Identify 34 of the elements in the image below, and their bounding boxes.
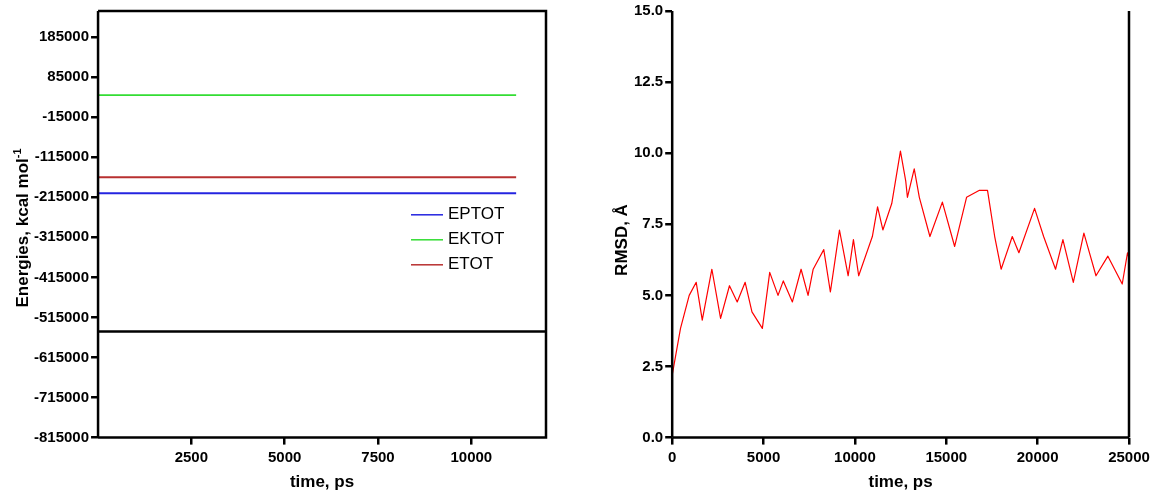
legend-label: ETOT <box>448 254 494 274</box>
y-tick-label: 185000 <box>38 27 90 45</box>
x-tick-label: 5000 <box>268 447 302 465</box>
y-tick-label: 12.5 <box>633 72 664 90</box>
x-tick-label: 7500 <box>361 447 395 465</box>
y-tick-label: -15000 <box>42 107 90 125</box>
y-tick-label: 85000 <box>47 67 90 85</box>
y-tick-label: -815000 <box>33 427 90 445</box>
y-axis-title: RMSD, Å <box>612 204 632 276</box>
y-tick-label: 2.5 <box>642 356 664 374</box>
y-tick-label: 15.0 <box>633 1 664 19</box>
x-tick-label: 2500 <box>174 447 209 465</box>
y-tick-label: -115000 <box>34 147 90 165</box>
y-tick-label: -515000 <box>33 307 90 325</box>
x-tick-label: 0 <box>668 447 677 465</box>
y-tick-label: -215000 <box>33 187 90 205</box>
x-tick-label: 25000 <box>1108 447 1150 465</box>
y-tick-label: -315000 <box>33 227 90 245</box>
x-tick-label: 10000 <box>450 447 493 465</box>
x-axis-title: time, ps <box>289 472 355 492</box>
legend-label: EPTOT <box>448 204 505 224</box>
y-tick-label: -715000 <box>33 387 90 405</box>
y-tick-label: 0.0 <box>642 427 664 445</box>
x-tick-label: 20000 <box>1016 447 1059 465</box>
x-tick-label: 10000 <box>834 447 876 465</box>
legend-label: EKTOT <box>448 229 505 249</box>
y-tick-label: -615000 <box>33 347 90 365</box>
x-axis-title: time, ps <box>868 472 933 492</box>
y-tick-label: 7.5 <box>642 214 664 232</box>
x-tick-label: 5000 <box>746 447 781 465</box>
y-tick-label: 10.0 <box>633 143 664 161</box>
y-tick-label: -415000 <box>33 267 90 285</box>
y-tick-label: 5.0 <box>642 285 664 303</box>
x-tick-label: 15000 <box>925 447 968 465</box>
